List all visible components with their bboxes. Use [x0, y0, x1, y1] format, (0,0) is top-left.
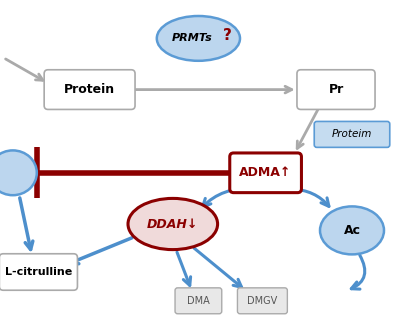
Text: DMA: DMA	[187, 296, 210, 306]
Ellipse shape	[157, 16, 240, 61]
FancyBboxPatch shape	[238, 288, 287, 314]
Ellipse shape	[320, 206, 384, 254]
Text: DMGV: DMGV	[247, 296, 277, 306]
Text: ?: ?	[223, 28, 232, 43]
FancyBboxPatch shape	[175, 288, 222, 314]
FancyBboxPatch shape	[0, 254, 77, 290]
Ellipse shape	[0, 150, 37, 195]
Ellipse shape	[128, 198, 218, 250]
FancyBboxPatch shape	[44, 70, 135, 109]
Text: PRMTs: PRMTs	[172, 33, 213, 44]
Text: Protein: Protein	[64, 83, 115, 96]
Text: L-citrulline: L-citrulline	[5, 267, 72, 277]
Text: DDAH↓: DDAH↓	[147, 218, 198, 230]
Text: ADMA↑: ADMA↑	[240, 166, 292, 179]
FancyBboxPatch shape	[297, 70, 375, 109]
Text: Pr: Pr	[328, 83, 344, 96]
FancyBboxPatch shape	[314, 122, 390, 147]
Text: Ac: Ac	[344, 224, 361, 237]
FancyBboxPatch shape	[230, 153, 302, 193]
Text: Proteim: Proteim	[332, 129, 372, 140]
